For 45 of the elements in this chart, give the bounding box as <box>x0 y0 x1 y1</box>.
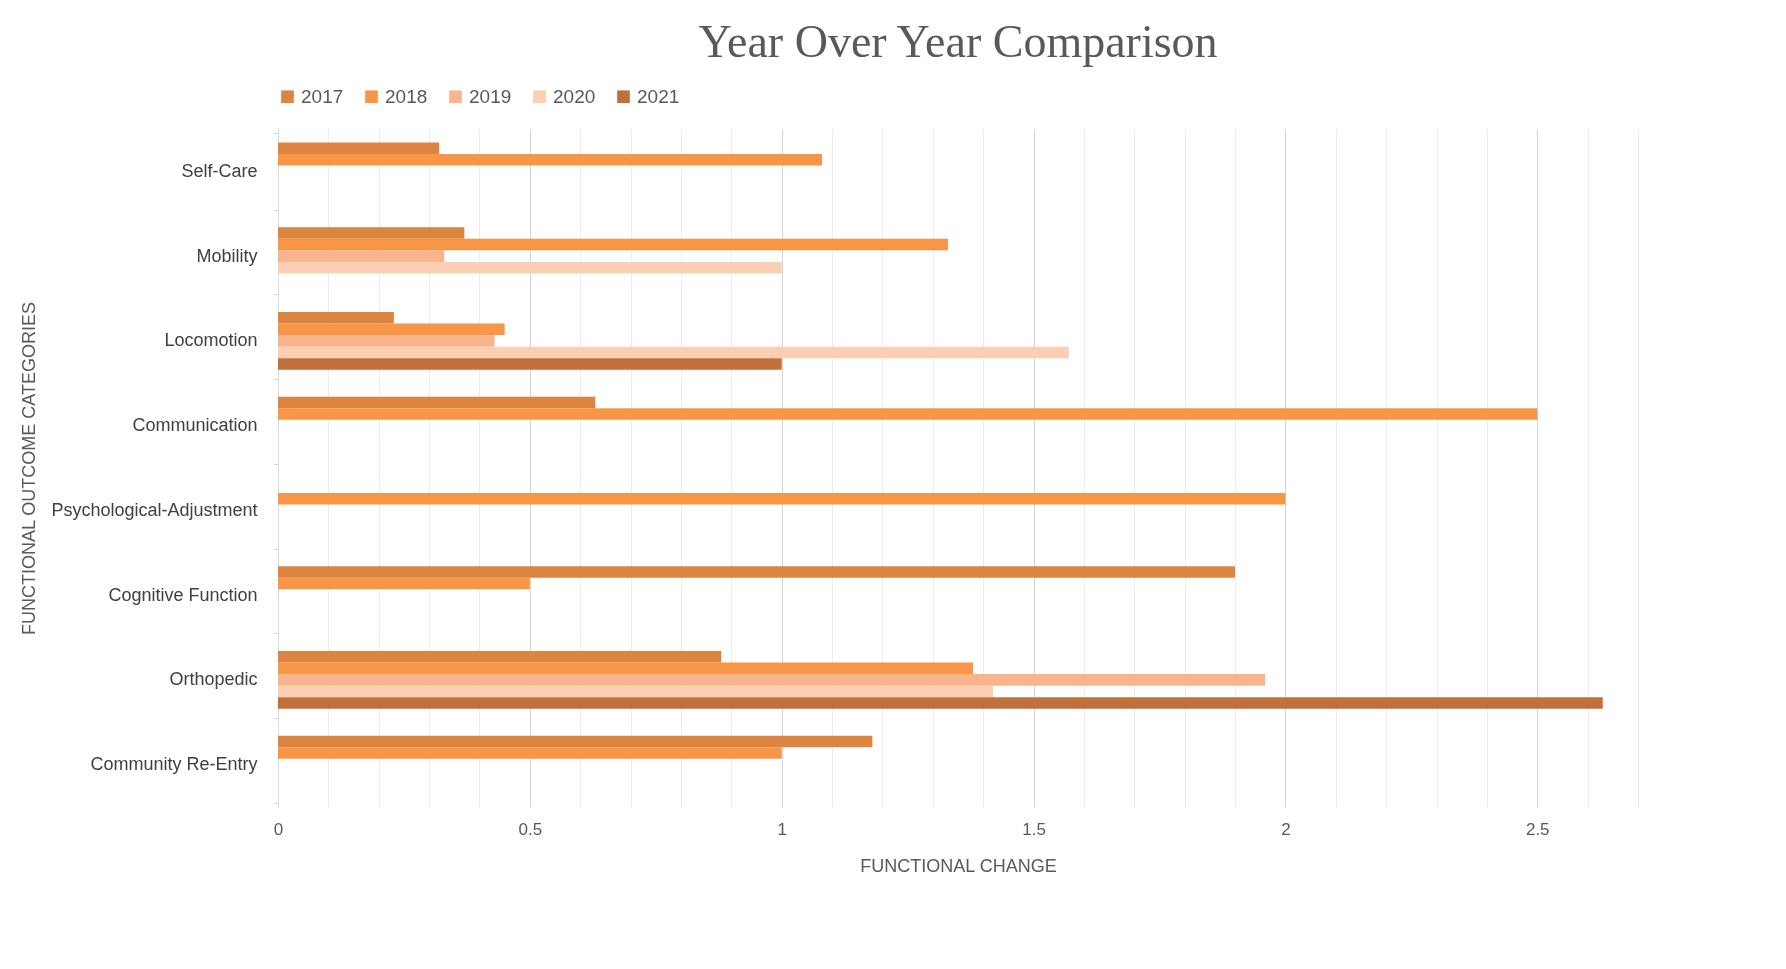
y-tick-label: Cognitive Function <box>108 584 258 605</box>
bar <box>278 142 440 155</box>
bar <box>278 346 1069 359</box>
y-tick-label: Locomotion <box>164 330 258 351</box>
bar <box>278 685 994 698</box>
x-tick-label: 2.5 <box>1525 819 1550 839</box>
y-tick-label: Community Re-Entry <box>90 754 258 775</box>
x-axis-title: FUNCTIONAL CHANGE <box>860 855 1057 876</box>
bar <box>278 674 1266 686</box>
bar <box>278 662 974 675</box>
bar <box>278 650 722 663</box>
bar <box>278 311 394 324</box>
y-tick-label: Orthopedic <box>169 669 258 690</box>
legend-label: 2021 <box>637 85 680 107</box>
y-axis-title: FUNCTIONAL OUTCOME CATEGORIES <box>18 301 39 636</box>
legend-label: 2019 <box>469 85 512 107</box>
bar <box>278 227 465 239</box>
bar <box>278 238 948 251</box>
x-tick-label: 0 <box>273 819 284 839</box>
bar <box>278 261 782 274</box>
legend-label: 2017 <box>301 85 344 107</box>
bar <box>278 493 1286 505</box>
y-tick-label: Psychological-Adjustment <box>51 499 258 520</box>
bar <box>278 154 822 166</box>
bar <box>278 358 782 370</box>
bar <box>278 335 495 347</box>
bar <box>278 408 1538 420</box>
y-tick-label: Communication <box>132 415 258 436</box>
x-tick-label: 1.5 <box>1022 819 1046 839</box>
x-tick-label: 0.5 <box>518 819 543 839</box>
bar <box>278 323 505 336</box>
x-tick-label: 1 <box>777 819 787 839</box>
bar <box>278 250 445 262</box>
y-tick-label: Mobility <box>196 245 258 266</box>
legend-label: 2018 <box>385 85 428 107</box>
legend-label: 2020 <box>553 85 596 107</box>
x-tick-label: 2 <box>1281 819 1291 839</box>
bar <box>278 697 1603 709</box>
bar <box>278 747 782 759</box>
bar <box>278 566 1236 578</box>
bar <box>278 577 530 590</box>
bar <box>278 735 873 748</box>
y-tick-label: Self-Care <box>181 160 258 181</box>
chart-title: Year Over Year Comparison <box>698 16 1218 67</box>
bar <box>278 396 596 409</box>
